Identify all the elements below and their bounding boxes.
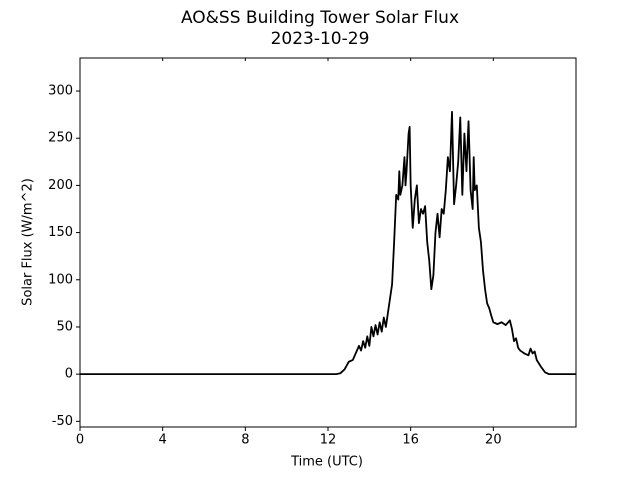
y-axis-label: Solar Flux (W/m^2) <box>21 178 36 306</box>
chart-subtitle: 2023-10-29 <box>271 29 370 49</box>
data-line <box>80 110 576 376</box>
x-axis-label: Time (UTC) <box>290 455 363 470</box>
y-tick-label: 200 <box>48 178 73 193</box>
x-tick-label: 8 <box>241 433 249 448</box>
x-tick-label: 12 <box>320 433 337 448</box>
x-tick-label: 4 <box>159 433 167 448</box>
y-tick-label: 300 <box>48 84 73 99</box>
y-tick-label: 250 <box>48 131 73 146</box>
y-tick-label: 150 <box>48 225 73 240</box>
x-tick-label: 0 <box>76 433 84 448</box>
y-tick-label: 100 <box>48 272 73 287</box>
y-tick-label: 0 <box>65 367 73 382</box>
plot-frame <box>79 57 577 428</box>
x-tick-label: 20 <box>485 433 502 448</box>
y-tick-label: -50 <box>52 414 73 429</box>
chart-title: AO&SS Building Tower Solar Flux <box>181 8 459 28</box>
x-tick-label: 16 <box>402 433 419 448</box>
y-tick-label: 50 <box>56 319 73 334</box>
